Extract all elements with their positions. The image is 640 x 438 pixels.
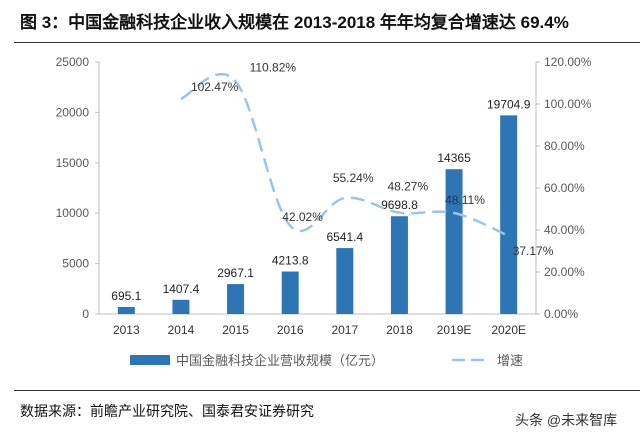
bar-data-label: 19704.9 xyxy=(487,97,531,111)
bar xyxy=(281,271,299,314)
x-tick-label: 2020E xyxy=(491,323,526,337)
left-tick-label: 15000 xyxy=(56,156,90,170)
watermark: 头条 @未来智库 xyxy=(515,412,618,428)
bar xyxy=(172,299,190,314)
right-tick-label: 80.00% xyxy=(544,139,585,153)
legend-bar-swatch xyxy=(130,355,170,365)
growth-data-label: 42.02% xyxy=(282,210,323,224)
growth-data-label: 48.11% xyxy=(445,193,485,207)
left-tick-label: 0 xyxy=(82,307,89,321)
x-tick-label: 2019E xyxy=(437,323,472,337)
top-divider xyxy=(14,42,640,43)
bar-data-label: 14365 xyxy=(437,151,471,165)
x-tick-label: 2013 xyxy=(113,323,140,337)
bar-data-label: 4213.8 xyxy=(272,254,309,268)
right-tick-label: 60.00% xyxy=(544,181,585,195)
left-tick-label: 10000 xyxy=(56,206,90,220)
x-tick-label: 2016 xyxy=(277,323,304,337)
bar xyxy=(445,169,463,314)
bottom-divider xyxy=(14,390,640,391)
right-tick-label: 120.00% xyxy=(544,55,592,69)
x-tick-label: 2017 xyxy=(331,323,358,337)
bar xyxy=(500,115,518,315)
right-tick-label: 100.00% xyxy=(544,97,592,111)
bar-data-label: 9698.8 xyxy=(381,198,418,212)
bar-data-label: 695.1 xyxy=(111,289,141,303)
right-tick-label: 40.00% xyxy=(544,223,585,237)
left-tick-label: 20000 xyxy=(56,105,90,119)
growth-data-label: 48.27% xyxy=(387,180,428,194)
bar xyxy=(227,284,245,314)
figure-title: 图 3：中国金融科技企业收入规模在 2013-2018 年年均复合增速达 69.… xyxy=(20,13,569,32)
growth-data-label: 55.24% xyxy=(333,171,374,185)
left-tick-label: 25000 xyxy=(56,55,90,69)
bar xyxy=(390,216,408,314)
growth-data-label: 110.82% xyxy=(250,60,297,74)
data-source: 数据来源：前瞻产业研究院、国泰君安证券研究 xyxy=(20,403,314,419)
growth-data-label: 37.17% xyxy=(513,244,554,258)
bar-data-label: 1407.4 xyxy=(163,282,200,296)
x-tick-label: 2018 xyxy=(386,323,413,337)
bar-data-label: 6541.4 xyxy=(326,230,363,244)
x-tick-label: 2014 xyxy=(168,323,195,337)
x-tick-label: 2015 xyxy=(222,323,249,337)
legend-line-label: 增速 xyxy=(497,353,523,368)
right-tick-label: 20.00% xyxy=(544,265,585,279)
legend-bar-label: 中国金融科技企业营收规模（亿元） xyxy=(176,353,384,368)
bar xyxy=(336,248,354,314)
left-tick-label: 5000 xyxy=(62,257,89,271)
right-tick-label: 0.00% xyxy=(544,307,578,321)
bar xyxy=(117,306,135,314)
growth-data-label: 102.47% xyxy=(191,80,239,94)
growth-line xyxy=(180,73,510,238)
bar-data-label: 2967.1 xyxy=(217,266,254,280)
